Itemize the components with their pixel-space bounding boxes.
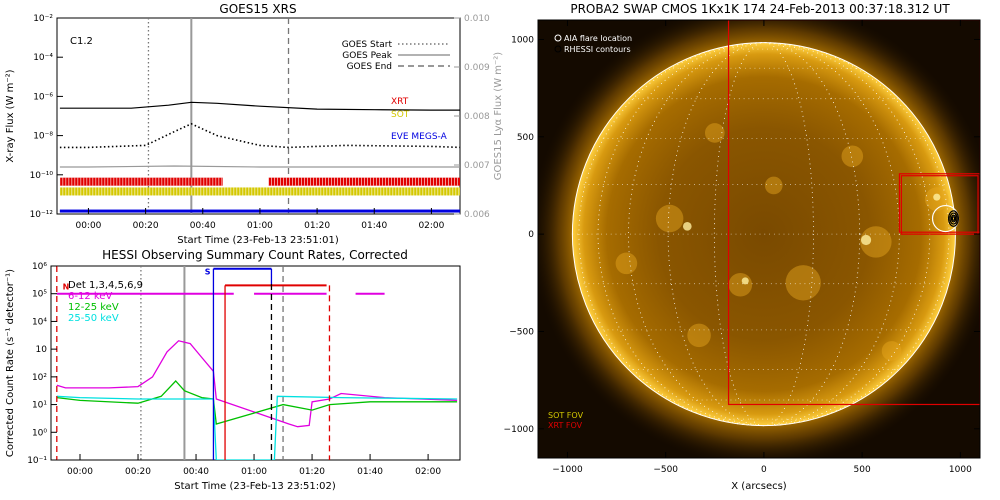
goes-y-tick-label: 10⁻⁶ xyxy=(33,92,53,102)
goes-title: GOES15 XRS xyxy=(219,2,296,16)
goes-panel: GOES15 XRS 10⁻² 10⁻⁴ 10⁻⁶ 10⁻⁸ 10⁻¹⁰ 10⁻¹² 0.0… xyxy=(5,2,504,246)
goes-y2-tick-label: 0.009 xyxy=(464,63,490,73)
hessi-x-tick-label: 00:40 xyxy=(183,467,209,477)
swap-xlabel: X (arcsecs) xyxy=(731,481,787,492)
active-region xyxy=(656,205,684,233)
swap-y-tick-label: 1000 xyxy=(511,35,534,45)
bright-point xyxy=(683,222,692,231)
goes-axes: 10⁻² 10⁻⁴ 10⁻⁶ 10⁻⁸ 10⁻¹⁰ 10⁻¹² 0.010 0.009 0.00… xyxy=(30,14,490,231)
hessi-series-line xyxy=(57,396,457,460)
swap-x-tick-label: 0 xyxy=(761,465,767,475)
hessi-x-tick-label: 01:20 xyxy=(299,467,325,477)
hessi-y-tick-label: 10⁵ xyxy=(32,290,47,300)
goes-y2-tick-label: 0.007 xyxy=(464,161,490,171)
goes-ylabel: X-ray Flux (W m⁻²) xyxy=(5,69,16,162)
goes-y2-tick-label: 0.010 xyxy=(464,14,490,24)
hessi-ylabel: Corrected Count Rate (s⁻¹ detector⁻¹) xyxy=(5,269,16,457)
hessi-legend-label: 12-25 keV xyxy=(68,302,119,313)
goes-xlabel: Start Time (23-Feb-13 23:51:01) xyxy=(177,235,339,246)
goes-instrument-label: XRT xyxy=(391,97,409,107)
goes-x-tick-label: 01:40 xyxy=(361,221,387,231)
swap-y-tick-label: 0 xyxy=(528,230,534,240)
swap-fov-labels: SOT FOVXRT FOV xyxy=(548,411,584,430)
hessi-legend-label: 6-12 keV xyxy=(68,291,112,302)
goes-legend-label: GOES Peak xyxy=(342,51,392,61)
goes-y2-tick-label: 0.008 xyxy=(464,112,490,122)
hessi-x-tick-label: 02:00 xyxy=(415,467,441,477)
swap-y-tick-label: 500 xyxy=(517,133,534,143)
swap-legend-label: RHESSI contours xyxy=(564,45,631,54)
bright-point xyxy=(861,235,871,245)
swap-image xyxy=(530,0,997,467)
goes-x-tick-label: 00:40 xyxy=(190,221,216,231)
hessi-y-tick-label: 10⁴ xyxy=(32,317,47,327)
hessi-panel: HESSI Observing Summary Count Rates, Cor… xyxy=(5,248,460,492)
goes-x-tick-label: 02:00 xyxy=(418,221,444,231)
active-region xyxy=(882,341,902,361)
swap-panel: PROBA2 SWAP CMOS 1Kx1K 174 24-Feb-2013 0… xyxy=(504,0,998,492)
swap-y-tick-label: −1000 xyxy=(504,425,535,435)
active-region xyxy=(729,273,753,297)
hessi-series-line xyxy=(57,341,457,427)
active-region xyxy=(842,145,864,167)
goes-ylabel-right: GOES15 Lyα Flux (W m⁻²) xyxy=(493,52,504,180)
hessi-y-tick-label: 10¹ xyxy=(32,401,47,411)
goes-x-tick-label: 01:20 xyxy=(304,221,330,231)
bright-point xyxy=(933,194,940,201)
hessi-legend: Det 1,3,4,5,6,96-12 keV12-25 keV25-50 ke… xyxy=(68,280,143,324)
hessi-plot-frame xyxy=(51,266,460,460)
goes-x-tick-label: 00:00 xyxy=(75,221,101,231)
goes-y-tick-label: 10⁻¹² xyxy=(30,210,54,220)
active-region xyxy=(616,253,638,275)
active-region xyxy=(786,265,821,300)
active-region xyxy=(765,177,783,195)
swap-x-tick-label: 1000 xyxy=(949,465,972,475)
goes-legend-label: GOES End xyxy=(347,62,392,72)
swap-legend-label: AIA flare location xyxy=(564,34,632,43)
goes-instrument-label: EVE MEGS-A xyxy=(391,132,448,142)
goes-x-tick-label: 01:00 xyxy=(247,221,273,231)
swap-x-tick-label: −1000 xyxy=(552,465,583,475)
solar-disk xyxy=(572,43,955,426)
swap-title: PROBA2 SWAP CMOS 1Kx1K 174 24-Feb-2013 0… xyxy=(570,2,950,16)
swap-fov-label: SOT FOV xyxy=(548,411,584,420)
hessi-x-tick-label: 00:20 xyxy=(125,467,151,477)
swap-x-tick-label: −500 xyxy=(653,465,678,475)
goes-y-tick-label: 10⁻² xyxy=(33,14,53,24)
goes-series-line xyxy=(60,166,460,167)
hessi-y-tick-label: 10⁰ xyxy=(32,428,47,438)
goes-flare-class: C1.2 xyxy=(70,36,93,47)
goes-y2-tick-label: 0.006 xyxy=(464,210,490,220)
hessi-plot-area: SN xyxy=(57,266,457,460)
goes-legend: GOES StartGOES PeakGOES End xyxy=(342,40,450,72)
active-region xyxy=(687,324,711,348)
hessi-legend-label: 25-50 keV xyxy=(68,313,119,324)
goes-y-tick-label: 10⁻⁸ xyxy=(33,132,53,142)
goes-instrument-labels: XRT SOT EVE MEGS-A xyxy=(391,97,448,142)
swap-x-tick-label: 500 xyxy=(854,465,871,475)
goes-legend-label: GOES Start xyxy=(342,40,393,50)
hessi-s-flag: S xyxy=(205,267,211,276)
hessi-x-tick-label: 01:00 xyxy=(241,467,267,477)
hessi-legend-label: Det 1,3,4,5,6,9 xyxy=(68,280,143,291)
swap-fov-label: XRT FOV xyxy=(548,421,583,430)
hessi-y-tick-label: 10⁶ xyxy=(32,262,47,272)
swap-y-tick-label: −500 xyxy=(509,327,534,337)
hessi-y-tick-label: 10² xyxy=(32,373,47,383)
hessi-x-tick-label: 00:00 xyxy=(67,467,93,477)
hessi-y-tick-label: 10⁳ xyxy=(36,345,48,355)
hessi-xlabel: Start Time (23-Feb-13 23:51:02) xyxy=(174,481,336,492)
hessi-title: HESSI Observing Summary Count Rates, Cor… xyxy=(102,248,408,262)
hessi-x-tick-label: 01:40 xyxy=(357,467,383,477)
goes-x-tick-label: 00:20 xyxy=(133,221,159,231)
hessi-y-tick-label: 10⁻¹ xyxy=(27,456,47,466)
goes-y-tick-label: 10⁻¹⁰ xyxy=(30,171,54,181)
goes-instrument-label: SOT xyxy=(391,110,410,120)
goes-y-tick-label: 10⁻⁴ xyxy=(33,53,53,63)
coverage-bar-segment xyxy=(60,178,223,186)
